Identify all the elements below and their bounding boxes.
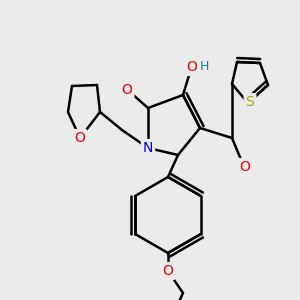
Text: O: O (122, 83, 132, 97)
Text: O: O (240, 160, 250, 174)
Text: S: S (246, 95, 254, 109)
Text: N: N (143, 141, 153, 155)
Text: O: O (75, 131, 86, 145)
Text: O: O (163, 264, 173, 278)
Text: O: O (187, 60, 197, 74)
Text: H: H (199, 61, 209, 74)
